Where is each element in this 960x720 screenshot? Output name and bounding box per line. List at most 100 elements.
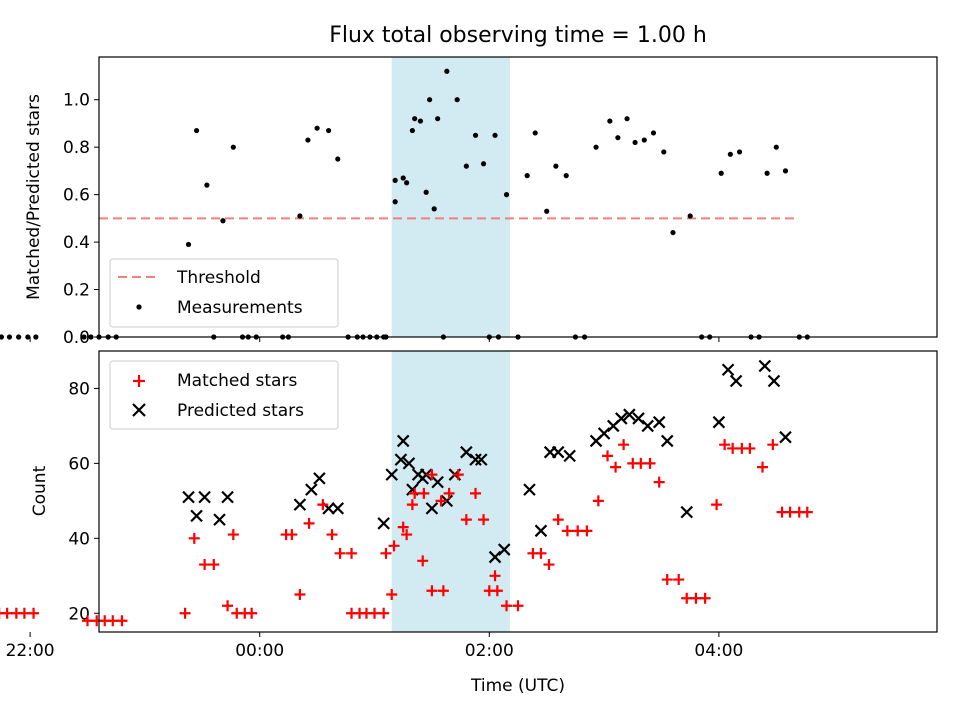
predicted-point: [306, 484, 317, 495]
measurement-point: [393, 199, 398, 204]
matched-point: [543, 559, 554, 570]
predicted-point: [314, 473, 325, 484]
predicted-point: [378, 518, 389, 529]
top-y-tick-label: 0.8: [63, 138, 90, 158]
matched-point: [711, 499, 722, 510]
predicted-point: [332, 503, 343, 514]
measurement-point: [424, 190, 429, 195]
predicted-point: [768, 375, 779, 386]
top-y-tick-label: 0.6: [63, 186, 90, 206]
matched-point: [535, 548, 546, 559]
measurement-point: [719, 171, 724, 176]
legend-predicted-label: Predicted stars: [177, 401, 304, 421]
predicted-point: [713, 417, 724, 428]
predicted-point: [191, 510, 202, 521]
matched-point: [593, 495, 604, 506]
matched-point: [208, 559, 219, 570]
measurement-point: [418, 118, 423, 123]
legend-matched-label: Matched stars: [177, 371, 297, 391]
matched-point: [673, 574, 684, 585]
measurement-point: [432, 206, 437, 211]
matched-point: [581, 525, 592, 536]
measurement-point: [204, 183, 209, 188]
matched-point: [645, 458, 656, 469]
measurement-point: [401, 175, 406, 180]
top-y-tick-label: 0.2: [63, 281, 90, 301]
chart-title: Flux total observing time = 1.00 h: [329, 23, 707, 48]
measurement-point: [765, 171, 770, 176]
matched-point: [767, 439, 778, 450]
matched-point: [335, 548, 346, 559]
top-y-axis-label: Matched/Predicted stars: [24, 94, 44, 300]
measurement-point: [670, 230, 675, 235]
matched-point: [744, 443, 755, 454]
legend-threshold-label: Threshold: [176, 268, 261, 288]
predicted-point: [723, 364, 734, 375]
predicted-point: [599, 428, 610, 439]
top-panel: 0.0 0.2 0.4 0.6 0.8 1.0 Matched/Predicted sta…: [0, 57, 937, 348]
measurement-point: [553, 164, 558, 169]
matched-point: [513, 600, 524, 611]
matched-point: [294, 589, 305, 600]
measurement-point: [186, 242, 191, 247]
measurement-point: [404, 180, 409, 185]
top-y-tick-label: 0.4: [63, 233, 90, 253]
measurement-point: [651, 130, 656, 135]
measurement-point: [533, 130, 538, 135]
measurement-point: [728, 152, 733, 157]
measurement-point: [464, 164, 469, 169]
measurement-point: [410, 128, 415, 133]
measurement-point: [473, 133, 478, 138]
predicted-point: [294, 499, 305, 510]
measurement-point: [607, 118, 612, 123]
measurement-point: [481, 161, 486, 166]
matched-point: [378, 608, 389, 619]
matched-point: [222, 600, 233, 611]
matched-point: [610, 462, 621, 473]
measurement-point: [33, 334, 38, 339]
measurement-point: [525, 173, 530, 178]
measurement-point: [593, 145, 598, 150]
x-tick-label: 04:00: [694, 641, 743, 661]
matched-point: [380, 548, 391, 559]
predicted-point: [183, 492, 194, 503]
measurement-point: [624, 116, 629, 121]
matched-point: [618, 439, 629, 450]
predicted-point: [681, 507, 692, 518]
measurement-point: [16, 334, 21, 339]
measurement-point: [492, 133, 497, 138]
bottom-y-ticks: 20 40 60 80: [68, 379, 99, 624]
matched-point: [180, 608, 191, 619]
measurement-point: [688, 213, 693, 218]
measurement-point: [231, 145, 236, 150]
chart: Flux total observing time = 1.00 h 0.00.…: [0, 0, 960, 720]
measurement-point: [315, 126, 320, 131]
bottom-panel: 20406080 18:0020:0022:0000:0002:0004:00 …: [0, 351, 937, 696]
matched-point: [286, 529, 297, 540]
bottom-y-tick-label: 40: [68, 529, 90, 549]
measurement-point: [427, 97, 432, 102]
predicted-point: [214, 514, 225, 525]
matched-point: [602, 450, 613, 461]
top-highlight-span: [392, 57, 510, 337]
measurement-point: [444, 69, 449, 74]
predicted-point: [524, 484, 535, 495]
measurement-point: [194, 128, 199, 133]
matched-point: [700, 593, 711, 604]
predicted-point: [633, 413, 644, 424]
top-y-tick-label: 1.0: [63, 91, 90, 111]
matched-point: [654, 477, 665, 488]
matched-point: [757, 462, 768, 473]
predicted-point: [731, 375, 742, 386]
bottom-legend: Matched stars Predicted stars: [110, 361, 338, 429]
measurement-point: [326, 128, 331, 133]
measurement-point: [435, 116, 440, 121]
predicted-point: [553, 447, 564, 458]
bottom-y-tick-label: 80: [68, 379, 90, 399]
top-legend: Threshold Measurements: [110, 259, 338, 327]
predicted-point: [222, 492, 233, 503]
measurement-point: [455, 97, 460, 102]
predicted-point: [642, 420, 653, 431]
measurement-point: [737, 149, 742, 154]
measurement-point: [632, 140, 637, 145]
